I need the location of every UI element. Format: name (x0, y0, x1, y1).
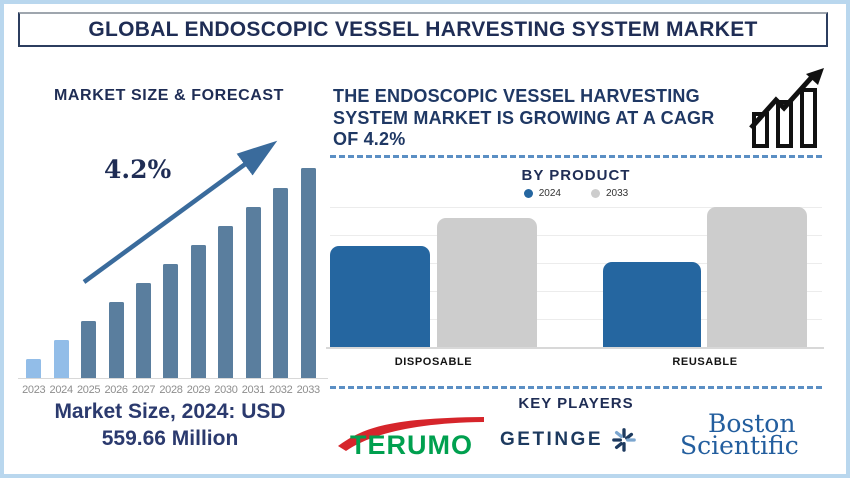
forecast-axis-line (18, 377, 328, 379)
by-product-heading: BY PRODUCT (521, 167, 631, 184)
year-label: 2033 (296, 384, 321, 396)
legend-item-2024: 2024 (523, 188, 561, 199)
legend-dot (523, 189, 533, 198)
bar-reusable-2024 (603, 262, 701, 347)
product-bars (330, 204, 822, 347)
forecast-bar-2025 (81, 321, 97, 378)
forecast-bar-2030 (218, 226, 234, 378)
getinge-logo: GETINGE (500, 428, 636, 452)
gridline (330, 291, 822, 292)
category-label-reusable: REUSABLE (672, 356, 738, 368)
forecast-year-labels: 2023 2024 2025 2026 2027 2028 2029 2030 2031 2032… (20, 384, 322, 396)
forecast-bar-slot (47, 168, 74, 378)
boston-wordmark-line2: Scientific (680, 431, 799, 460)
forecast-bars (20, 168, 322, 378)
year-label: 2025 (76, 384, 101, 396)
legend-dot (591, 189, 600, 198)
cagr-statement-line: OF 4.2% (333, 129, 406, 149)
forecast-bar-2028 (163, 264, 179, 378)
year-label: 2023 (22, 384, 46, 396)
product-legend: 2024 2033 (330, 188, 822, 199)
cagr-statement-line: SYSTEM MARKET IS GROWING AT A CAGR (333, 107, 715, 128)
forecast-bar-2024 (53, 340, 69, 378)
market-size-callout: Market Size, 2024: USD 559.66 Million (12, 398, 328, 452)
forecast-bar-2031 (245, 207, 261, 378)
cagr-statement-line: THE ENDOSCOPIC VESSEL HARVESTING (333, 86, 700, 106)
year-label: 2032 (269, 384, 293, 396)
gridline (330, 263, 822, 264)
getinge-wordmark: GETINGE (500, 429, 604, 450)
forecast-bar-slot (157, 168, 184, 378)
gridline (330, 319, 822, 320)
year-label: 2029 (186, 384, 211, 396)
separator-top (330, 155, 822, 158)
product-axis-line (326, 347, 824, 349)
year-label: 2027 (131, 384, 156, 396)
growth-trend-arrow-icon (82, 140, 278, 284)
forecast-bar-2026 (108, 302, 124, 378)
forecast-bar-slot (20, 168, 47, 378)
forecast-bar-slot (295, 168, 322, 378)
separator-bottom (330, 386, 822, 389)
gridline (330, 235, 822, 236)
forecast-bar-2027 (136, 283, 152, 378)
year-label: 2024 (49, 384, 74, 396)
legend-label: 2024 (538, 188, 561, 199)
year-label: 2026 (104, 384, 128, 396)
market-size-line1: Market Size, 2024: USD (54, 400, 286, 423)
market-size-forecast-heading: MARKET SIZE & FORECAST (53, 87, 285, 104)
legend-label: 2033 (606, 188, 629, 199)
title-bar: GLOBAL ENDOSCOPIC VESSEL HARVESTING SYST… (18, 12, 828, 47)
page-title: GLOBAL ENDOSCOPIC VESSEL HARVESTING SYST… (88, 17, 758, 41)
year-label: 2031 (241, 384, 266, 396)
terumo-wordmark: TERUMO (350, 430, 473, 460)
forecast-bar-slot (102, 168, 129, 378)
year-label: 2028 (159, 384, 183, 396)
forecast-bar-2029 (190, 245, 206, 378)
forecast-bar-slot (130, 168, 157, 378)
growth-chart-icon (749, 68, 824, 148)
forecast-bar-slot (185, 168, 212, 378)
boston-wordmark-line1: Boston (708, 409, 796, 438)
cagr-statement: THE ENDOSCOPIC VESSEL HARVESTING SYSTEM … (333, 86, 783, 151)
bar-disposable-2024 (330, 246, 430, 347)
forecast-chart (18, 168, 328, 379)
year-label: 2030 (214, 384, 238, 396)
boston-scientific-logo: Boston Scientific (680, 409, 840, 460)
gridline (330, 207, 822, 208)
terumo-logo: TERUMO (336, 414, 488, 462)
forecast-bar-slot (75, 168, 102, 378)
forecast-bar-slot (240, 168, 267, 378)
cagr-value-label: 4.2% (104, 155, 172, 184)
bar-reusable-2033 (707, 207, 807, 347)
bar-disposable-2033 (437, 218, 537, 347)
legend-item-2033: 2033 (591, 188, 628, 199)
forecast-bar-slot (267, 168, 294, 378)
key-players-heading: KEY PLAYERS (518, 395, 634, 412)
getinge-star-icon (612, 428, 636, 452)
terumo-swoosh-icon (338, 417, 484, 451)
by-product-chart (326, 204, 824, 349)
forecast-bar-2032 (273, 188, 289, 378)
forecast-bar-slot (212, 168, 239, 378)
forecast-bar-2033 (300, 168, 316, 378)
forecast-bar-2023 (26, 359, 42, 378)
category-label-disposable: DISPOSABLE (394, 356, 473, 368)
market-size-line2: 559.66 Million (101, 427, 239, 450)
